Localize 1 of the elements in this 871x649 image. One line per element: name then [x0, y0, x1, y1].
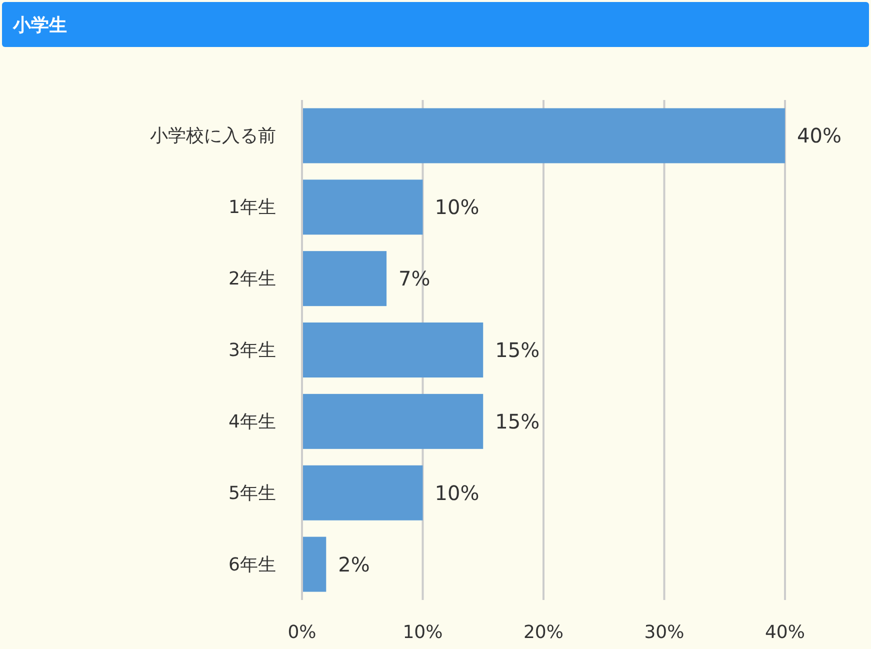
title: 小学生: [13, 15, 67, 36]
